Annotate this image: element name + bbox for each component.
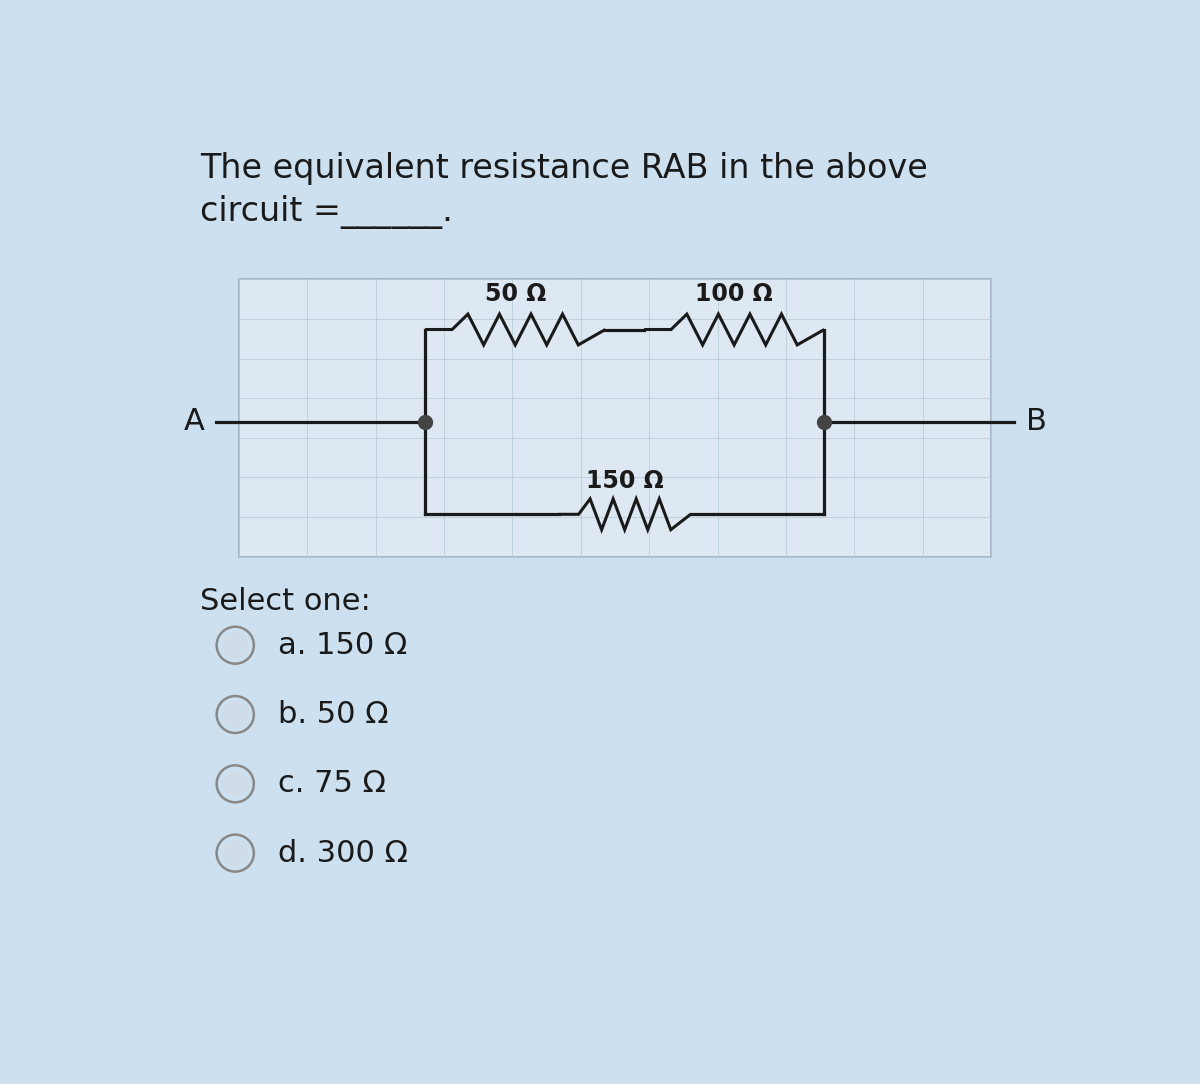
Text: B: B	[1026, 408, 1046, 437]
Circle shape	[222, 840, 248, 866]
Circle shape	[222, 771, 248, 797]
Text: Select one:: Select one:	[200, 588, 371, 617]
Text: d. 300 Ω: d. 300 Ω	[278, 839, 408, 867]
Circle shape	[222, 701, 248, 727]
Bar	[239, 280, 991, 557]
Text: a. 150 Ω: a. 150 Ω	[278, 631, 407, 660]
Text: b. 50 Ω: b. 50 Ω	[278, 700, 389, 730]
Text: 50 Ω: 50 Ω	[485, 283, 546, 307]
Text: c. 75 Ω: c. 75 Ω	[278, 770, 385, 798]
Text: The equivalent resistance RAB in the above: The equivalent resistance RAB in the abo…	[200, 153, 928, 185]
Text: 100 Ω: 100 Ω	[695, 283, 773, 307]
Text: A: A	[184, 408, 204, 437]
Circle shape	[222, 632, 248, 658]
Text: 150 Ω: 150 Ω	[586, 468, 664, 493]
Text: circuit =______.: circuit =______.	[200, 195, 454, 229]
